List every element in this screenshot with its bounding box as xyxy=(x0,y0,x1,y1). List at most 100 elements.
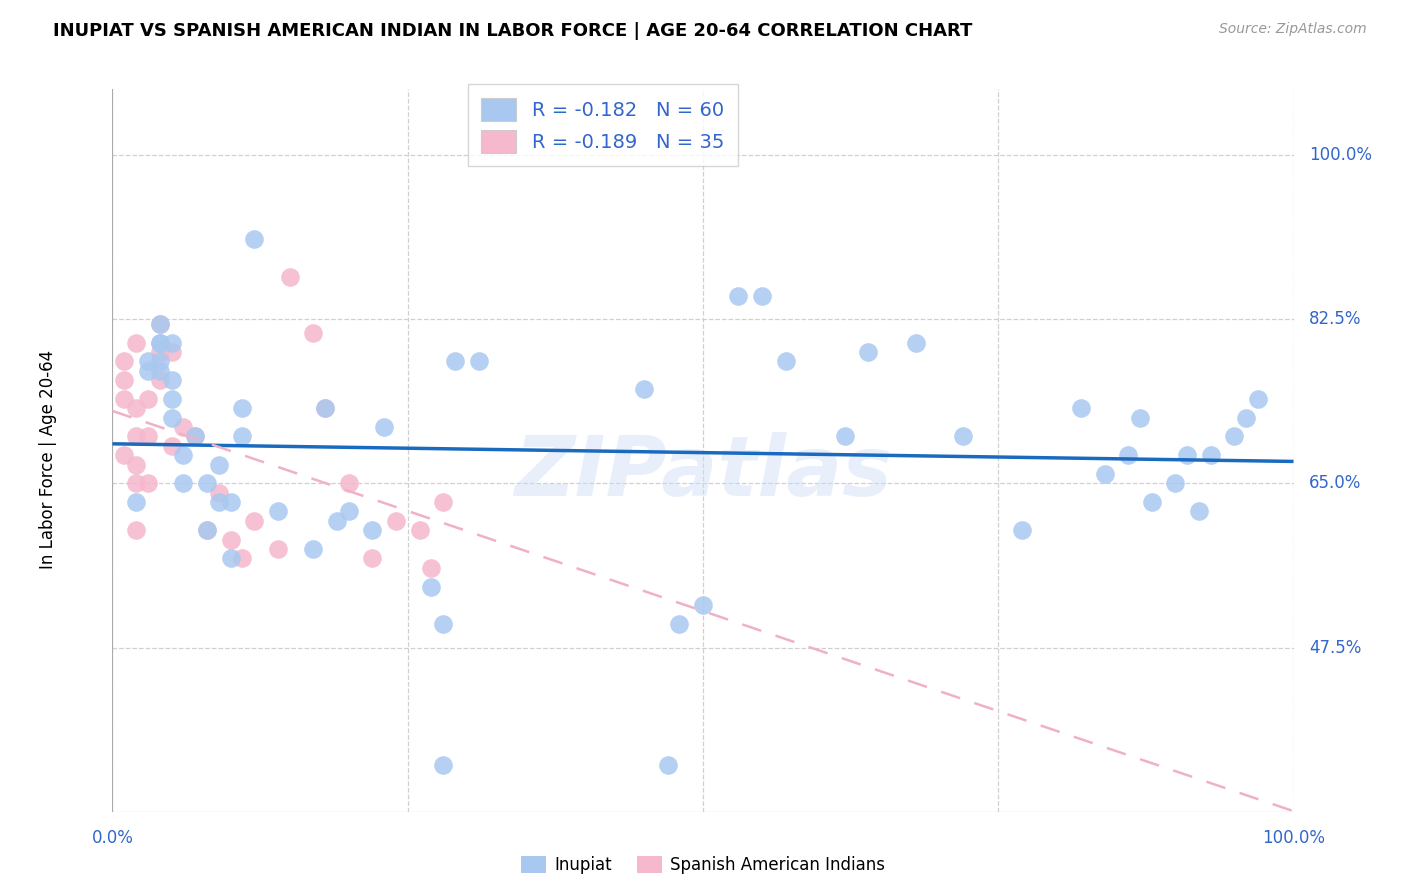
Point xyxy=(633,383,655,397)
Point xyxy=(385,514,408,528)
Point xyxy=(112,373,135,387)
Point xyxy=(952,429,974,443)
Point xyxy=(420,560,443,574)
Point xyxy=(361,523,384,537)
Text: 65.0%: 65.0% xyxy=(1309,475,1361,492)
Point xyxy=(1164,476,1187,491)
Point xyxy=(195,523,218,537)
Text: 100.0%: 100.0% xyxy=(1309,146,1372,164)
Point xyxy=(1129,410,1152,425)
Point xyxy=(149,317,172,331)
Point xyxy=(160,335,183,350)
Point xyxy=(219,533,242,547)
Point xyxy=(314,401,336,416)
Point xyxy=(432,757,454,772)
Point xyxy=(231,429,253,443)
Point xyxy=(219,551,242,566)
Point xyxy=(149,364,172,378)
Point xyxy=(136,392,159,406)
Point xyxy=(125,429,148,443)
Point xyxy=(1247,392,1270,406)
Point xyxy=(160,439,183,453)
Point xyxy=(727,288,749,302)
Point xyxy=(444,354,467,368)
Point xyxy=(1234,410,1257,425)
Point xyxy=(160,410,183,425)
Point xyxy=(149,335,172,350)
Point xyxy=(195,476,218,491)
Point xyxy=(160,345,183,359)
Text: 100.0%: 100.0% xyxy=(1263,829,1324,847)
Point xyxy=(373,420,395,434)
Point xyxy=(243,514,266,528)
Point xyxy=(420,580,443,594)
Point xyxy=(361,551,384,566)
Point xyxy=(231,551,253,566)
Point xyxy=(112,354,135,368)
Point xyxy=(172,420,194,434)
Point xyxy=(136,476,159,491)
Point xyxy=(432,495,454,509)
Legend: Inupiat, Spanish American Indians: Inupiat, Spanish American Indians xyxy=(515,849,891,880)
Point xyxy=(1094,467,1116,481)
Point xyxy=(112,448,135,462)
Point xyxy=(184,429,207,443)
Text: 47.5%: 47.5% xyxy=(1309,639,1361,657)
Point xyxy=(208,458,231,472)
Point xyxy=(149,354,172,368)
Point xyxy=(302,541,325,556)
Point xyxy=(751,288,773,302)
Point xyxy=(125,523,148,537)
Point xyxy=(195,523,218,537)
Point xyxy=(149,345,172,359)
Point xyxy=(136,354,159,368)
Point xyxy=(858,345,880,359)
Point xyxy=(467,354,489,368)
Text: Source: ZipAtlas.com: Source: ZipAtlas.com xyxy=(1219,22,1367,37)
Point xyxy=(326,514,349,528)
Point xyxy=(136,429,159,443)
Point xyxy=(172,448,194,462)
Point xyxy=(1140,495,1163,509)
Point xyxy=(219,495,242,509)
Point xyxy=(267,504,290,518)
Text: In Labor Force | Age 20-64: In Labor Force | Age 20-64 xyxy=(38,351,56,569)
Point xyxy=(149,317,172,331)
Point xyxy=(136,364,159,378)
Point xyxy=(208,495,231,509)
Point xyxy=(302,326,325,341)
Point xyxy=(1199,448,1222,462)
Point xyxy=(1175,448,1198,462)
Point xyxy=(160,373,183,387)
Point xyxy=(1188,504,1211,518)
Point xyxy=(314,401,336,416)
Text: ZIPatlas: ZIPatlas xyxy=(515,432,891,513)
Point xyxy=(184,429,207,443)
Point xyxy=(337,504,360,518)
Point xyxy=(231,401,253,416)
Point xyxy=(1116,448,1139,462)
Point xyxy=(408,523,430,537)
Point xyxy=(834,429,856,443)
Point xyxy=(1011,523,1033,537)
Point xyxy=(267,541,290,556)
Point xyxy=(1223,429,1246,443)
Point xyxy=(149,373,172,387)
Point xyxy=(1070,401,1092,416)
Point xyxy=(243,232,266,246)
Point xyxy=(775,354,797,368)
Point xyxy=(172,476,194,491)
Point xyxy=(904,335,927,350)
Point xyxy=(160,392,183,406)
Point xyxy=(692,599,714,613)
Point xyxy=(125,458,148,472)
Point xyxy=(432,617,454,632)
Point xyxy=(125,335,148,350)
Point xyxy=(125,476,148,491)
Text: 82.5%: 82.5% xyxy=(1309,310,1361,328)
Point xyxy=(149,335,172,350)
Point xyxy=(337,476,360,491)
Point xyxy=(278,269,301,284)
Point xyxy=(657,757,679,772)
Point xyxy=(125,495,148,509)
